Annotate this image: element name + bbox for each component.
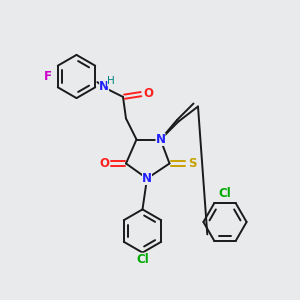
Text: N: N	[155, 133, 166, 146]
Text: H: H	[107, 76, 115, 86]
Text: Cl: Cl	[219, 187, 231, 200]
Text: Cl: Cl	[136, 253, 149, 266]
Text: S: S	[188, 157, 196, 170]
Text: N: N	[99, 80, 109, 94]
Text: N: N	[142, 172, 152, 185]
Text: F: F	[44, 70, 52, 83]
Text: O: O	[143, 87, 154, 101]
Text: O: O	[99, 157, 109, 170]
